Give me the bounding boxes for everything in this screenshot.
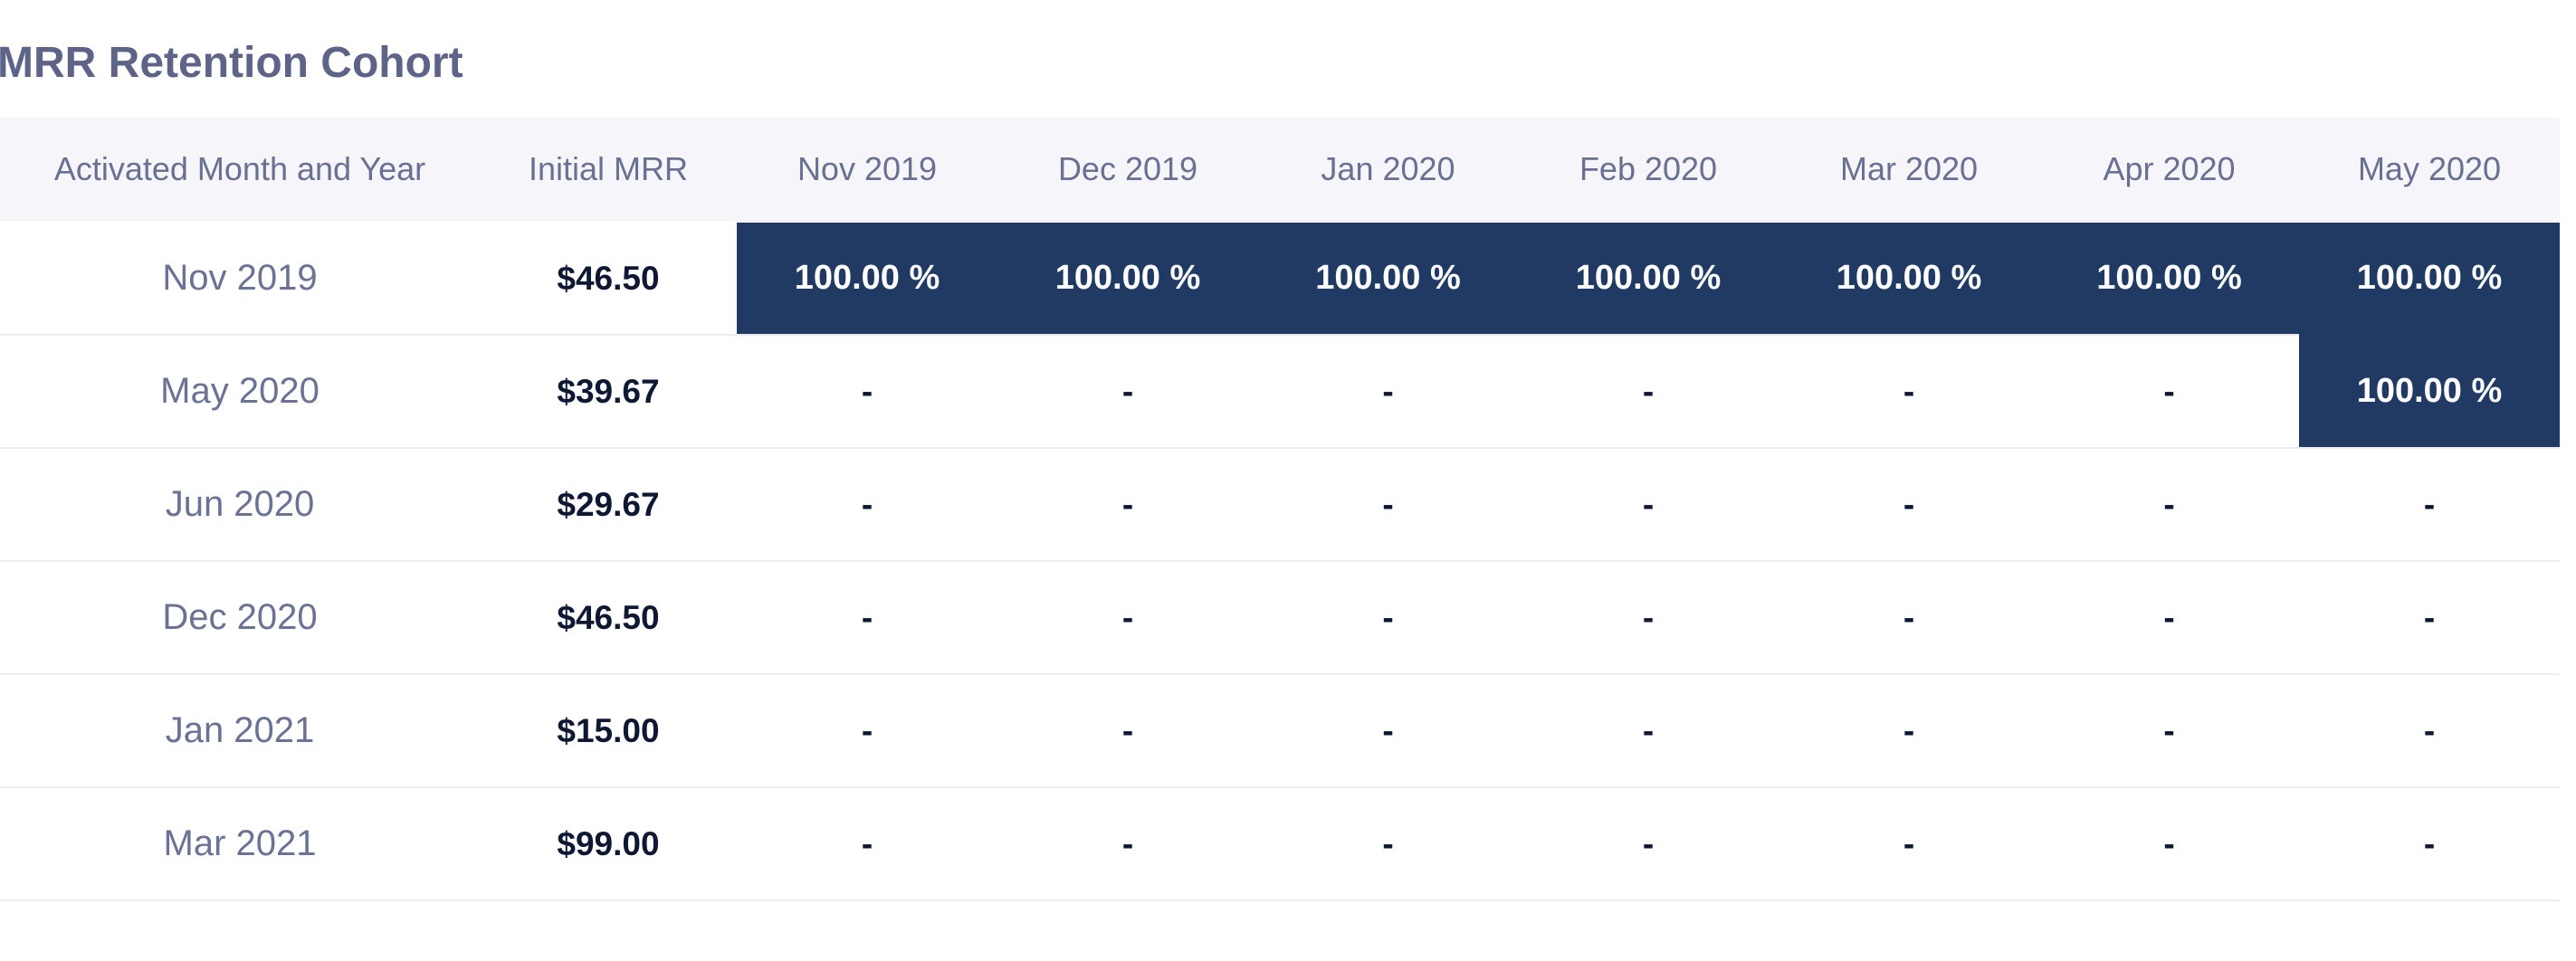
column-header-may-2020: May 2020 [2299,118,2560,223]
initial-mrr-cell: $99.00 [480,788,737,901]
column-header-feb-2020: Feb 2020 [1518,118,1779,223]
retention-cell: - [997,788,1258,901]
retention-cell: 100.00 % [2299,223,2560,336]
column-header-jan-2020: Jan 2020 [1258,118,1518,223]
cohort-row-dec-2020: Dec 2020 $46.50- - - - - - - [0,562,2560,675]
retention-cell: - [2299,788,2560,901]
retention-cell: - [2039,788,2299,901]
retention-cell: - [1779,675,2039,788]
cohort-month-cell: Nov 2019 [0,223,480,336]
page-title: MRR Retention Cohort [0,39,463,88]
column-header-mar-2020: Mar 2020 [1779,118,2039,223]
retention-cell: - [997,562,1258,675]
cohort-row-mar-2021: Mar 2021 $99.00- - - - - - - [0,788,2560,901]
cohort-row-jan-2021: Jan 2021 $15.00- - - - - - - [0,675,2560,788]
retention-cell: - [997,675,1258,788]
retention-cell: - [2299,562,2560,675]
retention-cell: 100.00 % [997,223,1258,336]
cohort-month-cell: Jun 2020 [0,449,480,562]
initial-mrr-cell: $39.67 [480,336,737,449]
column-header-dec-2019: Dec 2019 [997,118,1258,223]
retention-cell: - [737,562,997,675]
retention-cell: - [1518,449,1779,562]
retention-cell: - [1779,788,2039,901]
retention-cell: 100.00 % [1518,223,1779,336]
header-row: Activated Month and Year Initial MRR Nov 2… [0,118,2560,223]
cohort-month-cell: Mar 2021 [0,788,480,901]
column-header-initial-mrr: Initial MRR [480,118,737,223]
retention-cell: - [997,336,1258,449]
retention-cell: - [2299,449,2560,562]
cohort-row-nov-2019: Nov 2019 $46.50 100.00 % 100.00 % 100.00 % 10… [0,223,2560,336]
retention-cell: - [1779,562,2039,675]
retention-cell: - [2299,675,2560,788]
retention-cell: - [1258,562,1518,675]
initial-mrr-cell: $29.67 [480,449,737,562]
cohort-month-cell: May 2020 [0,336,480,449]
retention-cell: - [1518,336,1779,449]
retention-cell: - [737,336,997,449]
retention-cell: - [1258,336,1518,449]
retention-cell: 100.00 % [2299,336,2560,449]
retention-cell: - [997,449,1258,562]
retention-cell: 100.00 % [737,223,997,336]
retention-cell: - [1518,788,1779,901]
retention-cell: - [2039,562,2299,675]
retention-cell: - [2039,675,2299,788]
table-body: Nov 2019 $46.50 100.00 % 100.00 % 100.00 % 10… [0,223,2560,901]
retention-cell: - [1518,562,1779,675]
cohort-month-cell: Dec 2020 [0,562,480,675]
mrr-retention-cohort-table: Activated Month and Year Initial MRR Nov 2… [0,118,2560,901]
retention-cell: - [2039,336,2299,449]
retention-cell: - [1258,675,1518,788]
retention-cell: - [1258,449,1518,562]
initial-mrr-cell: $46.50 [480,562,737,675]
retention-cell: 100.00 % [2039,223,2299,336]
retention-cell: - [1779,449,2039,562]
retention-cell: 100.00 % [1779,223,2039,336]
retention-cell: 100.00 % [1258,223,1518,336]
retention-cell: - [1258,788,1518,901]
cohort-row-may-2020: May 2020 $39.67- - - - - -100.00 % [0,336,2560,449]
retention-cell: - [737,788,997,901]
retention-cell: - [1518,675,1779,788]
cohort-month-cell: Jan 2021 [0,675,480,788]
cohort-row-jun-2020: Jun 2020 $29.67- - - - - - - [0,449,2560,562]
table-header: Activated Month and Year Initial MRR Nov 2… [0,118,2560,223]
column-header-nov-2019: Nov 2019 [737,118,997,223]
initial-mrr-cell: $15.00 [480,675,737,788]
initial-mrr-cell: $46.50 [480,223,737,336]
column-header-apr-2020: Apr 2020 [2039,118,2299,223]
column-header-activated-month-and-year: Activated Month and Year [0,118,480,223]
retention-cell: - [1779,336,2039,449]
retention-cell: - [737,449,997,562]
retention-cell: - [737,675,997,788]
retention-cell: - [2039,449,2299,562]
